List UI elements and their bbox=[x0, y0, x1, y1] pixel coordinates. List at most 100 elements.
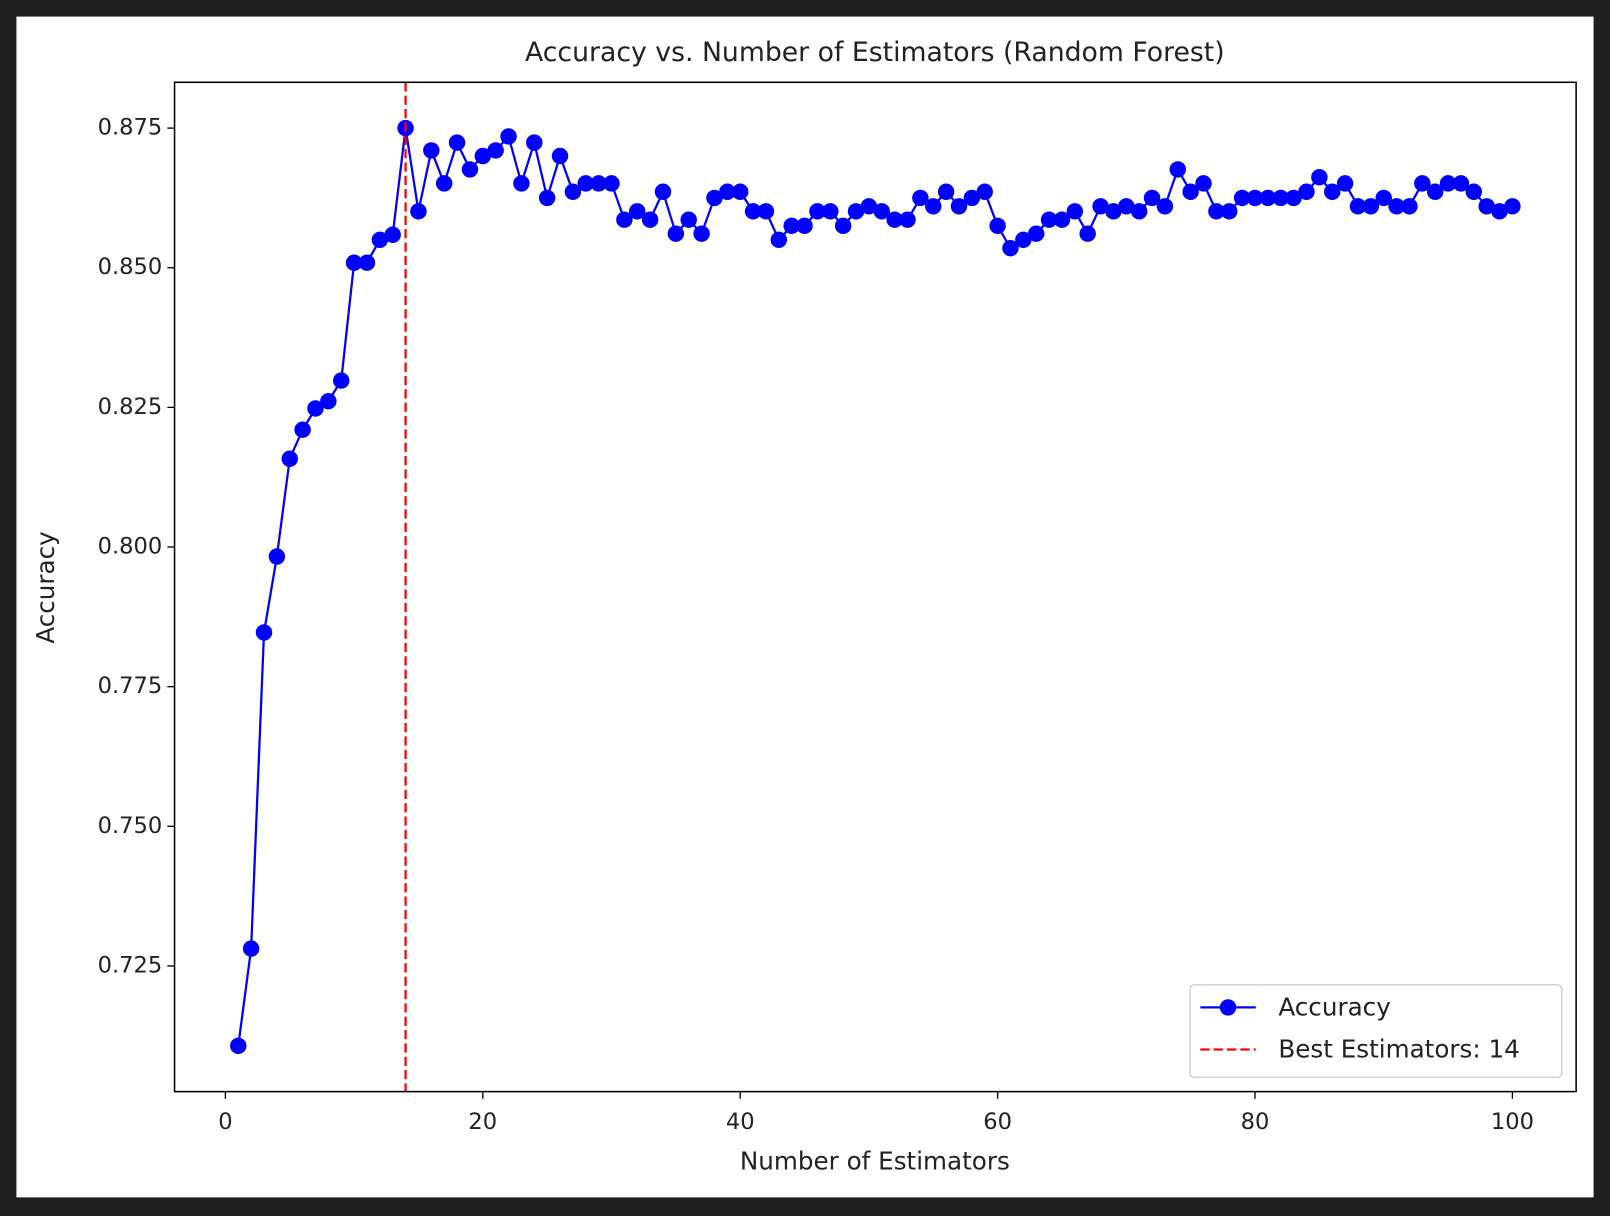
y-tick-label: 0.725 bbox=[98, 952, 163, 978]
data-point bbox=[1375, 189, 1392, 207]
data-point bbox=[899, 211, 916, 228]
data-point bbox=[1439, 175, 1457, 192]
data-point bbox=[1272, 189, 1289, 207]
data-point bbox=[1105, 203, 1122, 220]
data-point bbox=[1053, 211, 1071, 228]
data-point bbox=[551, 147, 569, 165]
data-point bbox=[1040, 211, 1058, 228]
x-tick-label: 20 bbox=[468, 1109, 497, 1135]
y-tick-label: 0.800 bbox=[98, 534, 163, 560]
data-point bbox=[474, 147, 492, 165]
data-point bbox=[1002, 239, 1019, 257]
data-point bbox=[320, 393, 337, 410]
data-point bbox=[1491, 203, 1508, 220]
y-tick-label: 0.875 bbox=[98, 115, 163, 141]
data-point bbox=[693, 225, 710, 242]
legend-marker bbox=[1219, 999, 1237, 1016]
y-tick-label: 0.775 bbox=[98, 673, 163, 699]
data-point bbox=[847, 203, 865, 220]
data-point bbox=[268, 548, 286, 565]
data-point bbox=[1208, 203, 1225, 220]
data-point bbox=[719, 183, 736, 200]
data-point bbox=[1092, 198, 1109, 215]
y-tick-label: 0.825 bbox=[98, 394, 163, 420]
data-point bbox=[616, 211, 633, 228]
data-point bbox=[603, 175, 620, 192]
data-point bbox=[1079, 225, 1096, 242]
data-point bbox=[937, 183, 955, 200]
data-point bbox=[1195, 175, 1212, 192]
data-point bbox=[1349, 198, 1367, 215]
data-point bbox=[590, 175, 607, 192]
data-point bbox=[435, 175, 453, 192]
data-point bbox=[281, 450, 298, 467]
data-point bbox=[333, 372, 350, 389]
data-point bbox=[822, 203, 839, 220]
data-point bbox=[371, 231, 389, 249]
data-point bbox=[358, 254, 376, 271]
data-point bbox=[1130, 203, 1148, 220]
data-point bbox=[809, 203, 826, 220]
data-point bbox=[526, 134, 543, 151]
data-point bbox=[744, 203, 762, 220]
data-point bbox=[1311, 169, 1328, 186]
data-point bbox=[1285, 189, 1302, 207]
data-point bbox=[796, 217, 813, 235]
data-point bbox=[1388, 198, 1405, 215]
data-point bbox=[461, 161, 479, 178]
data-point bbox=[423, 142, 440, 159]
y-tick-label: 0.850 bbox=[98, 254, 163, 280]
data-point bbox=[873, 203, 890, 220]
legend-label: Best Estimators: 14 bbox=[1278, 1035, 1519, 1064]
data-point bbox=[1233, 189, 1251, 207]
data-point bbox=[1182, 183, 1199, 200]
data-point bbox=[963, 189, 981, 207]
data-point bbox=[1221, 203, 1238, 220]
data-point bbox=[1246, 189, 1264, 207]
data-point bbox=[1426, 183, 1444, 200]
data-point bbox=[886, 211, 903, 228]
data-point bbox=[770, 231, 788, 249]
data-point bbox=[1414, 175, 1431, 192]
data-point bbox=[950, 198, 968, 215]
data-point bbox=[577, 175, 594, 192]
axes-frame bbox=[173, 81, 1577, 1093]
data-point bbox=[513, 175, 530, 192]
data-point bbox=[1465, 183, 1483, 200]
data-point bbox=[1118, 198, 1135, 215]
data-point bbox=[757, 203, 775, 220]
data-point bbox=[1478, 198, 1495, 215]
data-point bbox=[667, 225, 685, 242]
data-point bbox=[1336, 175, 1354, 192]
data-point bbox=[680, 211, 697, 228]
legend-box bbox=[1189, 984, 1563, 1078]
data-point bbox=[834, 217, 852, 235]
data-point bbox=[783, 217, 800, 235]
data-point bbox=[1015, 231, 1032, 249]
data-point bbox=[860, 198, 878, 215]
data-point bbox=[629, 203, 646, 220]
data-point bbox=[1401, 198, 1418, 215]
x-tick-label: 80 bbox=[1241, 1109, 1270, 1135]
data-point bbox=[641, 211, 659, 228]
data-point bbox=[1362, 198, 1380, 215]
x-tick-label: 100 bbox=[1491, 1109, 1534, 1135]
data-point bbox=[1452, 175, 1470, 192]
y-axis-label: Accuracy bbox=[31, 531, 60, 643]
data-point bbox=[731, 183, 749, 200]
data-point bbox=[307, 400, 324, 417]
chart-title: Accuracy vs. Number of Estimators (Rando… bbox=[525, 37, 1225, 68]
data-point bbox=[294, 421, 311, 438]
data-point bbox=[1259, 189, 1277, 207]
data-point bbox=[242, 940, 260, 957]
data-point bbox=[487, 142, 504, 159]
x-tick-label: 0 bbox=[218, 1109, 232, 1135]
data-point bbox=[255, 624, 273, 641]
data-point bbox=[1169, 161, 1186, 178]
legend-label: Accuracy bbox=[1278, 992, 1390, 1021]
data-point bbox=[654, 183, 672, 200]
x-tick-label: 60 bbox=[983, 1109, 1012, 1135]
data-point bbox=[1324, 183, 1341, 200]
